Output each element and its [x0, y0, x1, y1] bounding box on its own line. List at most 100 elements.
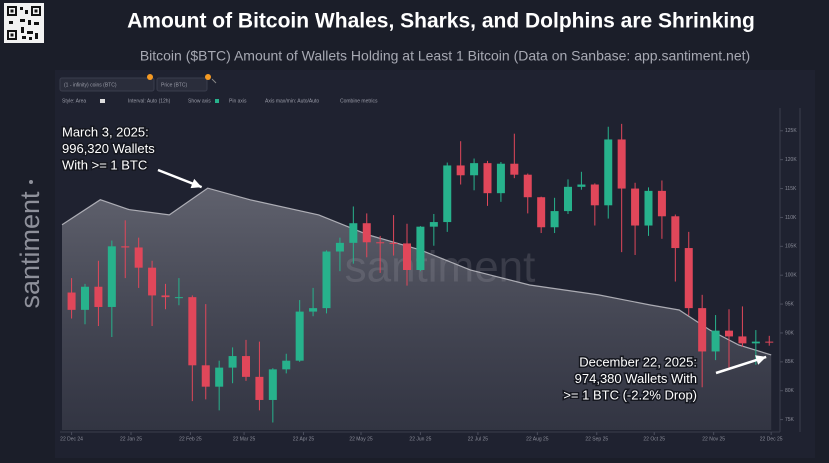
- candle-body: [215, 367, 224, 387]
- candle-body: [496, 163, 505, 194]
- x-tick-label: 22 May 25: [349, 436, 373, 442]
- candle-body: [590, 184, 599, 206]
- candle-body: [389, 242, 398, 244]
- candle-body: [456, 165, 465, 176]
- control-check: [215, 99, 219, 103]
- candle-body: [443, 165, 452, 223]
- y-tick-label: 110K: [785, 215, 797, 221]
- brand-vertical: santiment: [15, 191, 45, 309]
- y-tick-label: 95K: [785, 301, 795, 307]
- y-tick-label: 90K: [785, 330, 795, 336]
- candle-body: [376, 242, 385, 244]
- candle-body: [765, 341, 774, 343]
- candle-body: [711, 330, 720, 352]
- x-tick-label: 22 Jun 25: [409, 436, 431, 442]
- y-tick-label: 85K: [785, 359, 795, 365]
- y-tick-label: 115K: [785, 186, 797, 192]
- candle-body: [483, 163, 492, 194]
- brand-dot: [29, 180, 33, 184]
- candle-body: [81, 286, 89, 310]
- y-tick-label: 75K: [785, 417, 795, 423]
- x-tick-label: 22 Nov 25: [702, 436, 725, 442]
- plot: 22 Dec 24 22 Jan 25 22 Feb 25 22 Mar 25 22 A…: [60, 123, 797, 442]
- legend-badge: [147, 74, 153, 80]
- candle-body: [631, 188, 640, 226]
- candle-body: [510, 163, 519, 175]
- candle-body: [416, 226, 425, 270]
- candle-body: [242, 356, 250, 377]
- legend-box[interactable]: [156, 77, 208, 92]
- candle-body: [738, 336, 747, 344]
- annotation-text: 996,320 Wallets: [62, 141, 155, 156]
- candle-body: [470, 163, 479, 176]
- x-tick-label: 22 Apr 25: [293, 436, 315, 442]
- candle-body: [107, 246, 116, 307]
- x-tick-label: 22 Dec 24: [60, 436, 83, 442]
- annotation-arrowhead: [755, 355, 767, 365]
- legend-label[interactable]: (1 - infinity) coins (BTC): [64, 82, 117, 88]
- candle-body: [362, 223, 371, 243]
- annotation-text: 974,380 Wallets With: [575, 371, 697, 386]
- candle-body: [148, 267, 157, 296]
- candle-body: [429, 222, 438, 227]
- candle-body: [309, 308, 318, 312]
- candle-body: [644, 190, 653, 226]
- legend-box[interactable]: [59, 77, 155, 92]
- control[interactable]: Interval: Auto (12h): [128, 98, 171, 104]
- control[interactable]: Show axis: [188, 98, 211, 104]
- candle-body: [201, 365, 210, 387]
- y-tick-label: 105K: [785, 244, 797, 250]
- chart-title: Amount of Bitcoin Whales, Sharks, and Do…: [127, 10, 755, 33]
- candle-body: [617, 139, 626, 189]
- candle-body: [228, 356, 237, 368]
- control[interactable]: Pin axis: [229, 98, 247, 104]
- x-tick-label: 22 Dec 25: [760, 436, 783, 442]
- candle-body: [403, 243, 411, 270]
- candle-body: [322, 251, 331, 309]
- candle-body: [134, 247, 143, 268]
- control[interactable]: Combine metrics: [340, 98, 378, 104]
- candle-body: [255, 376, 264, 400]
- annotation-text: >= 1 BTC (-2.2% Drop): [563, 387, 697, 402]
- candle-body: [282, 360, 291, 370]
- x-tick-label: 22 Jul 25: [468, 436, 489, 442]
- x-tick-label: 22 Feb 25: [179, 436, 202, 442]
- candle-body: [657, 190, 666, 217]
- candle-body: [684, 248, 693, 309]
- chart-subtitle: Bitcoin ($BTC) Amount of Wallets Holding…: [140, 48, 750, 64]
- y-tick-label: 100K: [785, 273, 797, 279]
- candle-body: [174, 297, 183, 299]
- candle-body: [537, 197, 546, 228]
- x-tick-label: 22 Mar 25: [233, 436, 256, 442]
- annotation-text: With >= 1 BTC: [62, 157, 147, 172]
- candle-body: [698, 308, 707, 352]
- candle-body: [268, 369, 277, 400]
- candle-body: [725, 330, 733, 337]
- candle-body: [523, 174, 532, 198]
- area-fill: [62, 188, 772, 430]
- candle-body: [577, 184, 586, 187]
- legend-close[interactable]: [211, 78, 217, 84]
- candle-body: [751, 341, 760, 344]
- x-tick-label: 22 Sep 25: [585, 436, 608, 442]
- annotation-text: March 3, 2025:: [62, 124, 149, 139]
- candle-body: [188, 297, 197, 366]
- candle-body: [94, 286, 103, 307]
- x-tick-label: 22 Jan 25: [120, 436, 142, 442]
- legend-badge: [205, 74, 211, 80]
- candle-body: [671, 216, 680, 249]
- y-tick-label: 80K: [785, 388, 795, 394]
- candle-body: [335, 242, 344, 252]
- candle-body: [67, 292, 76, 310]
- annotation-text: December 22, 2025:: [579, 354, 697, 369]
- control[interactable]: Style: Area: [62, 98, 86, 104]
- legend-label[interactable]: Price (BTC): [161, 82, 187, 88]
- qr-code: [4, 3, 44, 43]
- control[interactable]: Axis max/min: Auto/Auto: [265, 98, 319, 104]
- candle-body: [604, 139, 613, 206]
- annotation-arrowhead: [190, 178, 202, 189]
- control-swatch: [100, 99, 105, 103]
